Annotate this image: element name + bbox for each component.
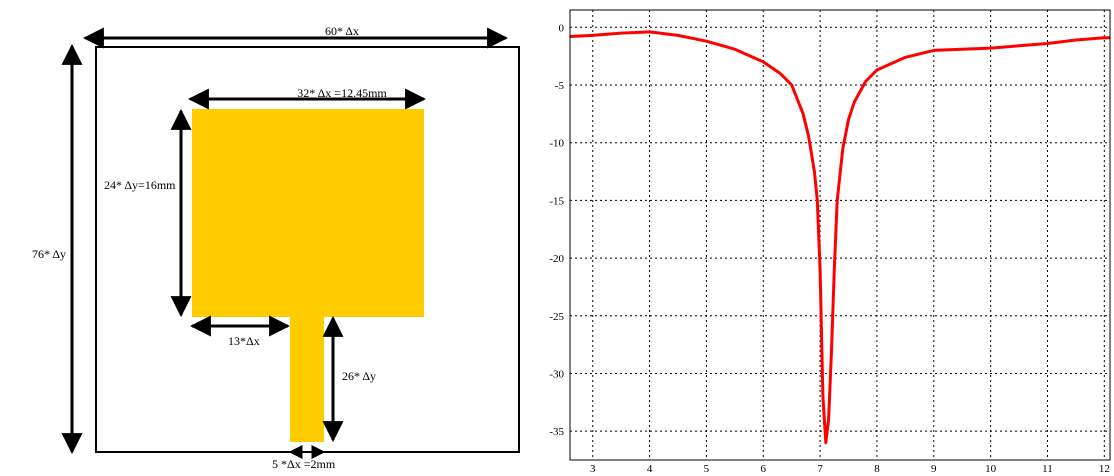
radiating-patch [192, 109, 424, 317]
y-tick-label: -20 [549, 253, 564, 265]
x-tick-label: 7 [817, 463, 823, 475]
y-tick-label: -15 [549, 195, 564, 207]
x-tick-label: 4 [647, 463, 653, 475]
x-tick-label: 10 [985, 463, 997, 475]
antenna-geometry-diagram: 60* Δx 76* Δy 32* Δx =12.45mm 24* Δy=16m… [32, 24, 520, 471]
feed-width-label: 5 *Δx =2mm [272, 457, 336, 471]
x-tick-label: 6 [761, 463, 767, 475]
y-tick-label: -10 [549, 138, 564, 150]
feed-offset-label: 13*Δx [228, 334, 260, 348]
x-tick-label: 9 [931, 463, 937, 475]
patch-height-label: 24* Δy=16mm [104, 178, 176, 192]
y-tick-label: -35 [549, 426, 564, 438]
height-total-label: 76* Δy [32, 247, 66, 261]
width-total-label: 60* Δx [325, 24, 359, 38]
plot-frame [569, 9, 1111, 461]
y-tick-label: 0 [559, 22, 565, 34]
chart-series-line [569, 30, 1110, 445]
y-tick-label: -5 [555, 80, 565, 92]
chart-ticks: 3 4 5 6 7 8 9 10 11 12 0 -5 -10 -15 -20 -25 -30 -35 [549, 22, 1109, 475]
feed-line [290, 316, 324, 442]
x-tick-label: 11 [1042, 463, 1053, 475]
chart-grid [570, 10, 1110, 460]
x-tick-label: 12 [1099, 463, 1110, 475]
y-tick-label: -25 [549, 311, 564, 323]
x-tick-label: 8 [874, 463, 880, 475]
x-tick-label: 5 [704, 463, 710, 475]
y-tick-label: -30 [549, 368, 564, 380]
x-tick-label: 3 [590, 463, 596, 475]
return-loss-chart: 3 4 5 6 7 8 9 10 11 12 0 -5 -10 -15 -20 -25 -30 -35 [549, 9, 1111, 475]
patch-width-label: 32* Δx =12.45mm [297, 86, 387, 100]
feed-length-label: 26* Δy [342, 369, 376, 383]
